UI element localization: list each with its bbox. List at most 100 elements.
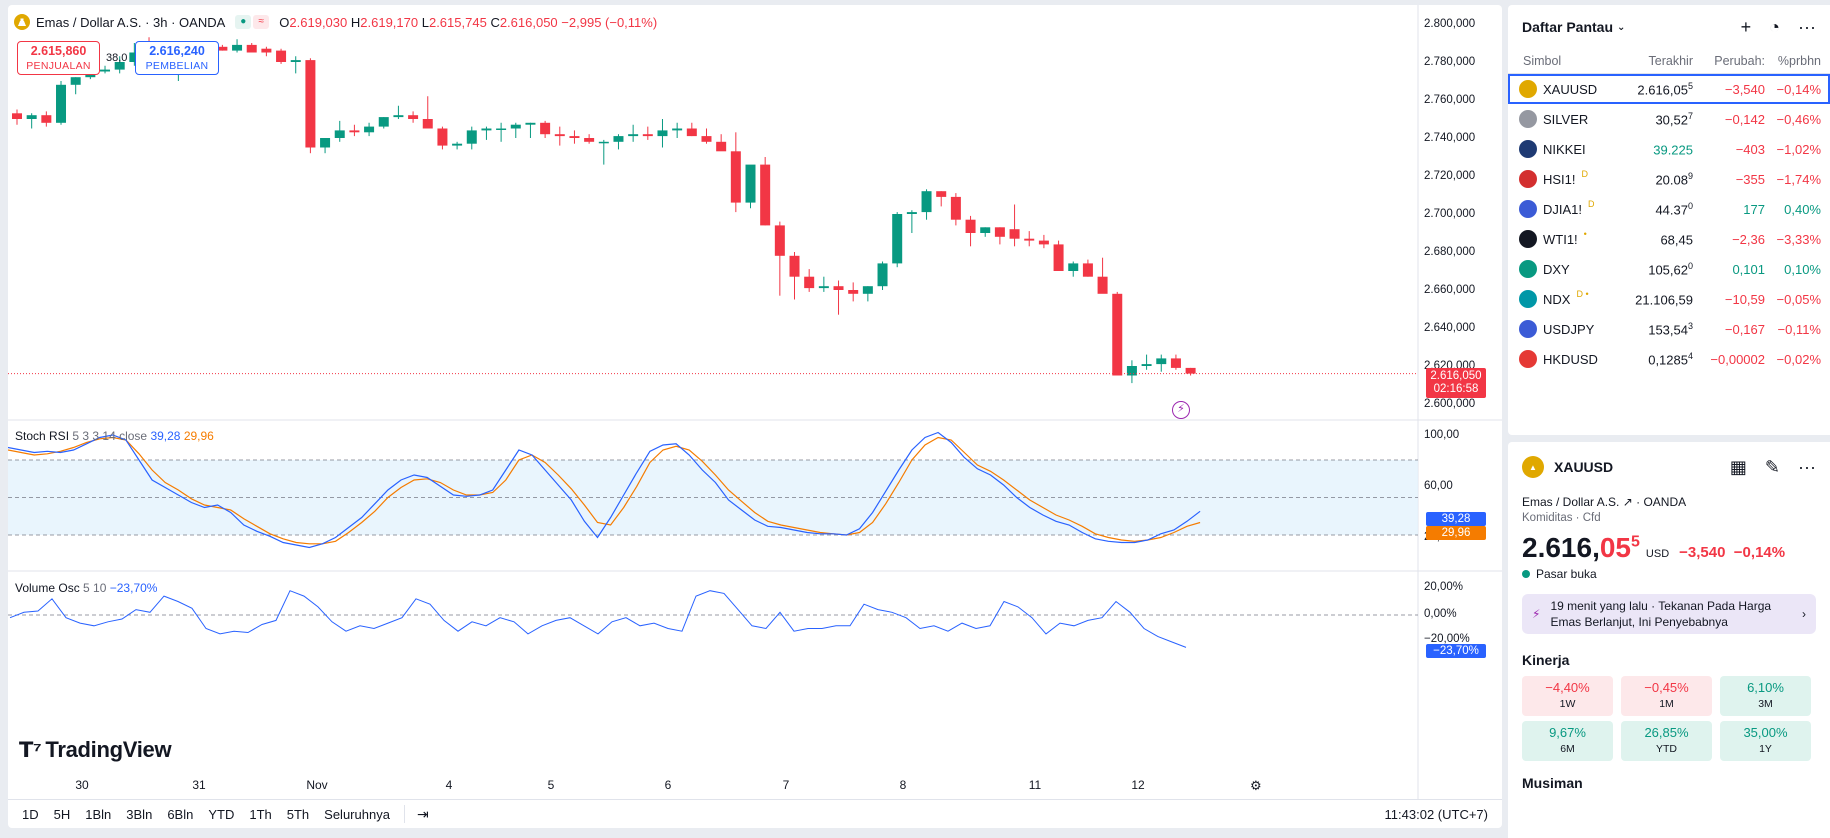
col-pct[interactable]: %prbhn (1777, 54, 1821, 68)
details-name[interactable]: Emas / Dollar A.S. ↗ · OANDA (1522, 495, 1687, 509)
range-1d[interactable]: 1D (22, 806, 39, 822)
edit-icon[interactable]: ✎ (1764, 456, 1781, 477)
stoch-axis-label: 100,00 (1424, 429, 1460, 441)
candle-body (41, 115, 52, 123)
pie-chart-icon[interactable]: ◔ (1769, 16, 1781, 37)
col-symbol[interactable]: Simbol (1523, 54, 1562, 68)
watchlist-row[interactable]: DXY 105,620 0,101 0,10% (1508, 254, 1830, 284)
chart-panel[interactable]: Emas / Dollar A.S. · 3h · OANDA ● ≈ O2.6… (8, 5, 1502, 828)
tradingview-logo[interactable]: 𝗧⁷ TradingView (19, 737, 172, 762)
stoch-legend[interactable]: Stoch RSI 5 3 3 14 close 39,28 29,96 (15, 429, 214, 443)
row-pct: 0,10% (1784, 261, 1821, 277)
row-pct: −0,05% (1776, 291, 1821, 307)
range-5th[interactable]: 5Th (286, 806, 310, 822)
performance-cell[interactable]: 35,00% 1Y (1720, 721, 1811, 761)
performance-grid: −4,40% 1W −0,45% 1M 6,10% 3M 9,67% 6M 26,85% YTD 3… (1508, 676, 1830, 761)
price-axis-label: 2.720,000 (1424, 170, 1476, 182)
spread-value: 38,0 (106, 52, 128, 64)
candle-body (613, 136, 624, 142)
clock[interactable]: 11:43:02 (UTC+7) (1384, 806, 1488, 822)
candle-body (994, 227, 1005, 237)
candle-body (730, 151, 741, 203)
candle-body (1141, 364, 1152, 366)
status-dot-icon (1522, 570, 1530, 578)
symbol-logo-icon (1519, 170, 1537, 188)
row-marker: • (1583, 229, 1587, 239)
time-axis-label: Nov (306, 778, 328, 792)
row-change: −0,167 (1724, 321, 1765, 337)
watchlist-row[interactable]: DJIA1! D 44.370 177 0,40% (1508, 194, 1830, 224)
range-5h[interactable]: 5H (53, 806, 71, 822)
stoch-d-tag: 29,96 (1426, 526, 1486, 540)
row-pct: 0,40% (1784, 201, 1821, 217)
candle-body (745, 164, 756, 203)
lightning-icon[interactable]: ⚡ (1172, 401, 1190, 419)
row-pct: −1,74% (1776, 171, 1821, 187)
row-change: −355 (1735, 171, 1765, 187)
candle-body (598, 141, 609, 144)
row-last: 153,543 (1648, 320, 1693, 338)
chart-canvas[interactable] (8, 5, 1502, 799)
indicator-toggle[interactable]: ● ≈ (235, 15, 270, 29)
performance-cell[interactable]: 6,10% 3M (1720, 676, 1811, 716)
performance-cell[interactable]: −0,45% 1M (1621, 676, 1712, 716)
range-1th[interactable]: 1Th (249, 806, 272, 822)
col-last[interactable]: Terakhir (1648, 54, 1693, 68)
candle-body (393, 115, 404, 118)
watchlist-row[interactable]: XAUUSD 2.616,055 −3,540 −0,14% (1508, 74, 1830, 104)
symbol-logo-icon (1519, 320, 1537, 338)
candle-body (1126, 366, 1137, 376)
candle-body (906, 212, 917, 214)
dot-icon[interactable]: ● (235, 15, 252, 29)
tv-logo-icon: 𝗧⁷ (19, 738, 42, 762)
candle-body (408, 115, 419, 119)
price-axis-label: 2.680,000 (1424, 246, 1476, 258)
buy-button[interactable]: 2.616,240 PEMBELIAN (135, 41, 219, 75)
news-card[interactable]: ⚡ 19 menit yang lalu · Tekanan Pada Harg… (1522, 594, 1816, 634)
candle-body (452, 143, 463, 146)
candle-body (1097, 276, 1108, 294)
row-pct: −0,11% (1777, 321, 1822, 337)
more-icon[interactable]: ··· (1798, 456, 1816, 477)
symbol-title[interactable]: Emas / Dollar A.S. · 3h · OANDA (36, 14, 226, 30)
col-change[interactable]: Perubah: (1714, 54, 1765, 68)
row-change: −0,00002 (1710, 351, 1765, 367)
volosc-legend[interactable]: Volume Osc 5 10 −23,70% (15, 581, 158, 595)
range-ytd[interactable]: YTD (208, 806, 235, 822)
gold-icon: ▲ (1522, 456, 1544, 478)
range-6bln[interactable]: 6Bln (167, 806, 194, 822)
range-all[interactable]: Seluruhnya (324, 806, 390, 822)
sell-button[interactable]: 2.615,860 PENJUALAN (17, 41, 100, 75)
watchlist-row[interactable]: SILVER 30,527 −0,142 −0,46% (1508, 104, 1830, 134)
candle-body (672, 128, 683, 131)
performance-cell[interactable]: −4,40% 1W (1522, 676, 1613, 716)
watchlist-row[interactable]: WTI1! • 68,45 −2,36 −3,33% (1508, 224, 1830, 254)
range-3bln[interactable]: 3Bln (126, 806, 153, 822)
watchlist-row[interactable]: USDJPY 153,543 −0,167 −0,11% (1508, 314, 1830, 344)
candle-body (657, 130, 668, 137)
performance-cell[interactable]: 26,85% YTD (1621, 721, 1712, 761)
stoch-k-tag: 39,28 (1426, 512, 1486, 526)
candle-body (1024, 238, 1035, 241)
candle-body (1185, 367, 1196, 374)
watchlist-title[interactable]: Daftar Pantau ⌄ (1522, 19, 1626, 35)
settings-gear-icon[interactable]: ⚙ (1250, 778, 1262, 793)
candle-body (290, 60, 301, 62)
candle-body (437, 128, 448, 146)
performance-cell[interactable]: 9,67% 6M (1522, 721, 1613, 761)
range-1bln[interactable]: 1Bln (85, 806, 112, 822)
more-icon[interactable]: ··· (1798, 16, 1816, 37)
watchlist-row[interactable]: NDX D • 21.106,59 −10,59 −0,05% (1508, 284, 1830, 314)
external-link-icon[interactable]: ↗ (1622, 495, 1633, 509)
watchlist-row[interactable]: HSI1! D 20.089 −355 −1,74% (1508, 164, 1830, 194)
row-marker: D • (1576, 289, 1589, 299)
chevron-down-icon: ⌄ (1617, 21, 1626, 33)
layout-grid-icon[interactable]: ▦ (1729, 456, 1747, 477)
date-range-icon[interactable]: ⇥ (416, 805, 429, 822)
details-symbol[interactable]: XAUUSD (1554, 459, 1614, 475)
row-symbol: DXY (1543, 261, 1570, 277)
watchlist-row[interactable]: NIKKEI 39.225 −403 −1,02% (1508, 134, 1830, 164)
wave-icon[interactable]: ≈ (253, 15, 270, 29)
watchlist-row[interactable]: HKDUSD 0,12854 −0,00002 −0,02% (1508, 344, 1830, 374)
add-symbol-icon[interactable]: + (1740, 16, 1752, 37)
